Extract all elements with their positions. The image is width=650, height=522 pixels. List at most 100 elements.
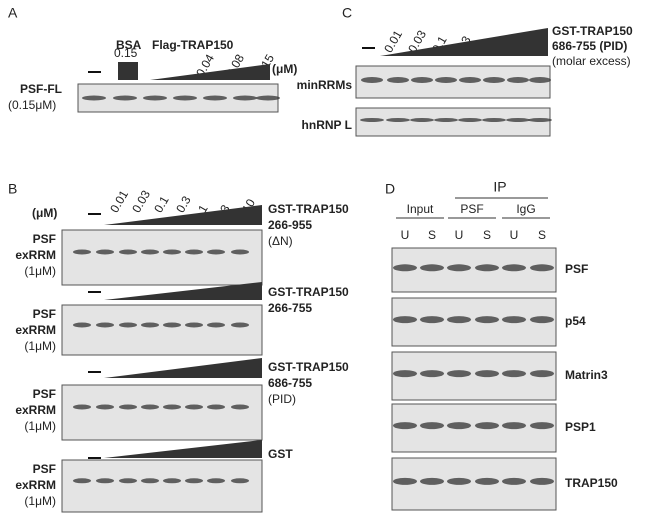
band xyxy=(207,478,225,484)
band xyxy=(393,477,417,485)
band xyxy=(231,322,249,328)
band xyxy=(458,118,482,122)
row-label: Matrin3 xyxy=(565,368,608,382)
band xyxy=(173,95,197,101)
blot xyxy=(391,457,557,511)
row-label: PSF xyxy=(565,262,588,276)
band xyxy=(459,77,481,83)
bsa-square xyxy=(118,62,138,80)
band xyxy=(207,404,225,410)
band xyxy=(447,422,471,430)
row-label: (1μM) xyxy=(24,419,56,433)
band xyxy=(393,316,417,324)
wedge xyxy=(380,28,548,56)
band xyxy=(185,249,203,255)
band xyxy=(502,316,526,324)
band xyxy=(475,477,499,485)
band xyxy=(447,316,471,324)
row-conc: (0.15μM) xyxy=(8,98,56,112)
band xyxy=(361,77,383,83)
blot xyxy=(355,107,551,137)
protein-label: GST-TRAP150 xyxy=(268,285,349,299)
band xyxy=(530,316,554,324)
band xyxy=(435,77,457,83)
band xyxy=(185,404,203,410)
band xyxy=(185,322,203,328)
wedge xyxy=(104,282,262,300)
band xyxy=(530,370,554,378)
unit-label: (μM) xyxy=(272,62,297,76)
band xyxy=(420,422,444,430)
blot xyxy=(61,304,263,356)
band xyxy=(447,264,471,272)
blot xyxy=(391,297,557,347)
band xyxy=(119,478,137,484)
bsa-conc: 0.15 xyxy=(114,46,138,60)
lane-label: U xyxy=(455,228,464,242)
blot xyxy=(391,403,557,453)
protein-label: (PID) xyxy=(268,392,296,406)
band xyxy=(231,249,249,255)
row-label: exRRM xyxy=(15,248,56,262)
row-label: exRRM xyxy=(15,478,56,492)
band xyxy=(506,118,530,122)
protein-label: (molar excess) xyxy=(552,54,631,68)
blot xyxy=(391,247,557,293)
band xyxy=(482,118,506,122)
blot xyxy=(61,229,263,286)
blot xyxy=(61,384,263,441)
band xyxy=(231,478,249,484)
band xyxy=(96,404,114,410)
band xyxy=(231,404,249,410)
band xyxy=(163,322,181,328)
lane-label: S xyxy=(538,228,546,242)
protein-label: GST xyxy=(268,447,293,461)
band xyxy=(420,264,444,272)
ip-label: IP xyxy=(493,179,506,195)
band xyxy=(507,77,529,83)
band xyxy=(96,478,114,484)
band xyxy=(502,264,526,272)
lane-label: U xyxy=(510,228,519,242)
band xyxy=(73,404,91,410)
band xyxy=(163,478,181,484)
band xyxy=(96,322,114,328)
band xyxy=(420,316,444,324)
band xyxy=(207,249,225,255)
wedge xyxy=(150,64,270,80)
band xyxy=(410,118,434,122)
protein-label: 686-755 (PID) xyxy=(552,39,627,53)
band xyxy=(528,118,552,122)
lane-label: U xyxy=(401,228,410,242)
protein-label: GST-TRAP150 xyxy=(552,24,633,38)
row-label: exRRM xyxy=(15,403,56,417)
band xyxy=(447,477,471,485)
band xyxy=(360,118,384,122)
protein-label: 266-955 xyxy=(268,218,312,232)
row-label: PSP1 xyxy=(565,420,596,434)
band xyxy=(420,477,444,485)
lane-label: S xyxy=(483,228,491,242)
band xyxy=(119,404,137,410)
protein-label: (ΔN) xyxy=(268,234,293,248)
band xyxy=(256,95,280,101)
row-label: PSF-FL xyxy=(20,82,62,96)
band xyxy=(502,477,526,485)
band xyxy=(434,118,458,122)
band xyxy=(393,422,417,430)
band xyxy=(113,95,137,101)
row-label: PSF xyxy=(33,462,56,476)
row-label: (1μM) xyxy=(24,339,56,353)
band xyxy=(483,77,505,83)
band xyxy=(163,249,181,255)
band xyxy=(502,422,526,430)
row-label: hnRNP L xyxy=(302,118,352,132)
band xyxy=(530,422,554,430)
band xyxy=(393,264,417,272)
band xyxy=(73,322,91,328)
protein-label: GST-TRAP150 xyxy=(268,360,349,374)
lane-label: S xyxy=(428,228,436,242)
bsa-label: BSA xyxy=(116,38,142,52)
panel-label: D xyxy=(385,181,395,197)
blot xyxy=(61,459,263,513)
